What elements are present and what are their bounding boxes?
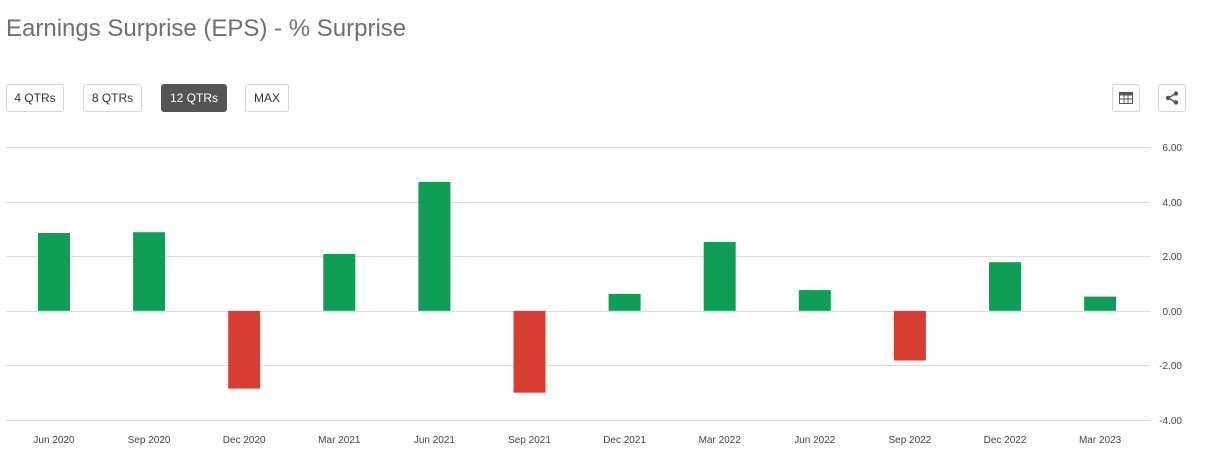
y-axis-labels: 6.00 4.00 2.00 0.00 -2.00 -4.00 xyxy=(1159,143,1182,427)
x-tick-label: Dec 2020 xyxy=(223,435,266,446)
x-tick-label: Jun 2020 xyxy=(33,435,75,446)
y-tick-label: 2.00 xyxy=(1163,252,1183,263)
bar[interactable] xyxy=(989,262,1021,311)
bar[interactable] xyxy=(133,232,166,311)
range-12-qtrs-button[interactable]: 12 QTRs xyxy=(161,84,227,112)
x-tick-label: Sep 2022 xyxy=(888,435,931,446)
bar[interactable] xyxy=(893,310,926,361)
range-8-qtrs-button[interactable]: 8 QTRs xyxy=(83,84,142,112)
y-tick-label: 6.00 xyxy=(1163,143,1183,154)
bars xyxy=(38,181,1117,393)
bar[interactable] xyxy=(608,293,641,311)
y-tick-label: 4.00 xyxy=(1163,198,1183,209)
x-tick-label: Dec 2022 xyxy=(984,435,1027,446)
bar[interactable] xyxy=(703,242,736,311)
x-tick-label: Mar 2021 xyxy=(318,435,361,446)
bar[interactable] xyxy=(323,254,356,311)
y-tick-label: 0.00 xyxy=(1163,307,1183,318)
y-tick-label: -2.00 xyxy=(1159,361,1182,372)
range-max-button[interactable]: MAX xyxy=(245,84,289,112)
x-tick-label: Sep 2020 xyxy=(128,435,171,446)
x-tick-label: Sep 2021 xyxy=(508,435,551,446)
bar[interactable] xyxy=(513,310,546,393)
table-view-button[interactable] xyxy=(1112,84,1140,112)
x-tick-label: Jun 2022 xyxy=(794,435,836,446)
bar[interactable] xyxy=(38,233,70,311)
bar[interactable] xyxy=(418,181,451,311)
range-4-qtrs-button[interactable]: 4 QTRs xyxy=(6,84,64,112)
x-tick-label: Dec 2021 xyxy=(603,435,646,446)
bar[interactable] xyxy=(798,290,831,311)
share-button[interactable] xyxy=(1158,84,1186,112)
share-icon xyxy=(1165,91,1179,105)
grid-lines xyxy=(6,147,1150,421)
bar[interactable] xyxy=(228,310,261,389)
x-tick-label: Jun 2021 xyxy=(414,435,456,446)
bar[interactable] xyxy=(1084,296,1117,311)
page-title: Earnings Surprise (EPS) - % Surprise xyxy=(6,15,407,42)
y-tick-label: -4.00 xyxy=(1159,416,1182,427)
x-tick-label: Mar 2022 xyxy=(699,435,742,446)
x-axis-labels: Jun 2020 Sep 2020 Dec 2020 Mar 2021 Jun 2021… xyxy=(33,435,1121,446)
table-icon xyxy=(1119,92,1133,104)
x-tick-label: Mar 2023 xyxy=(1079,435,1122,446)
